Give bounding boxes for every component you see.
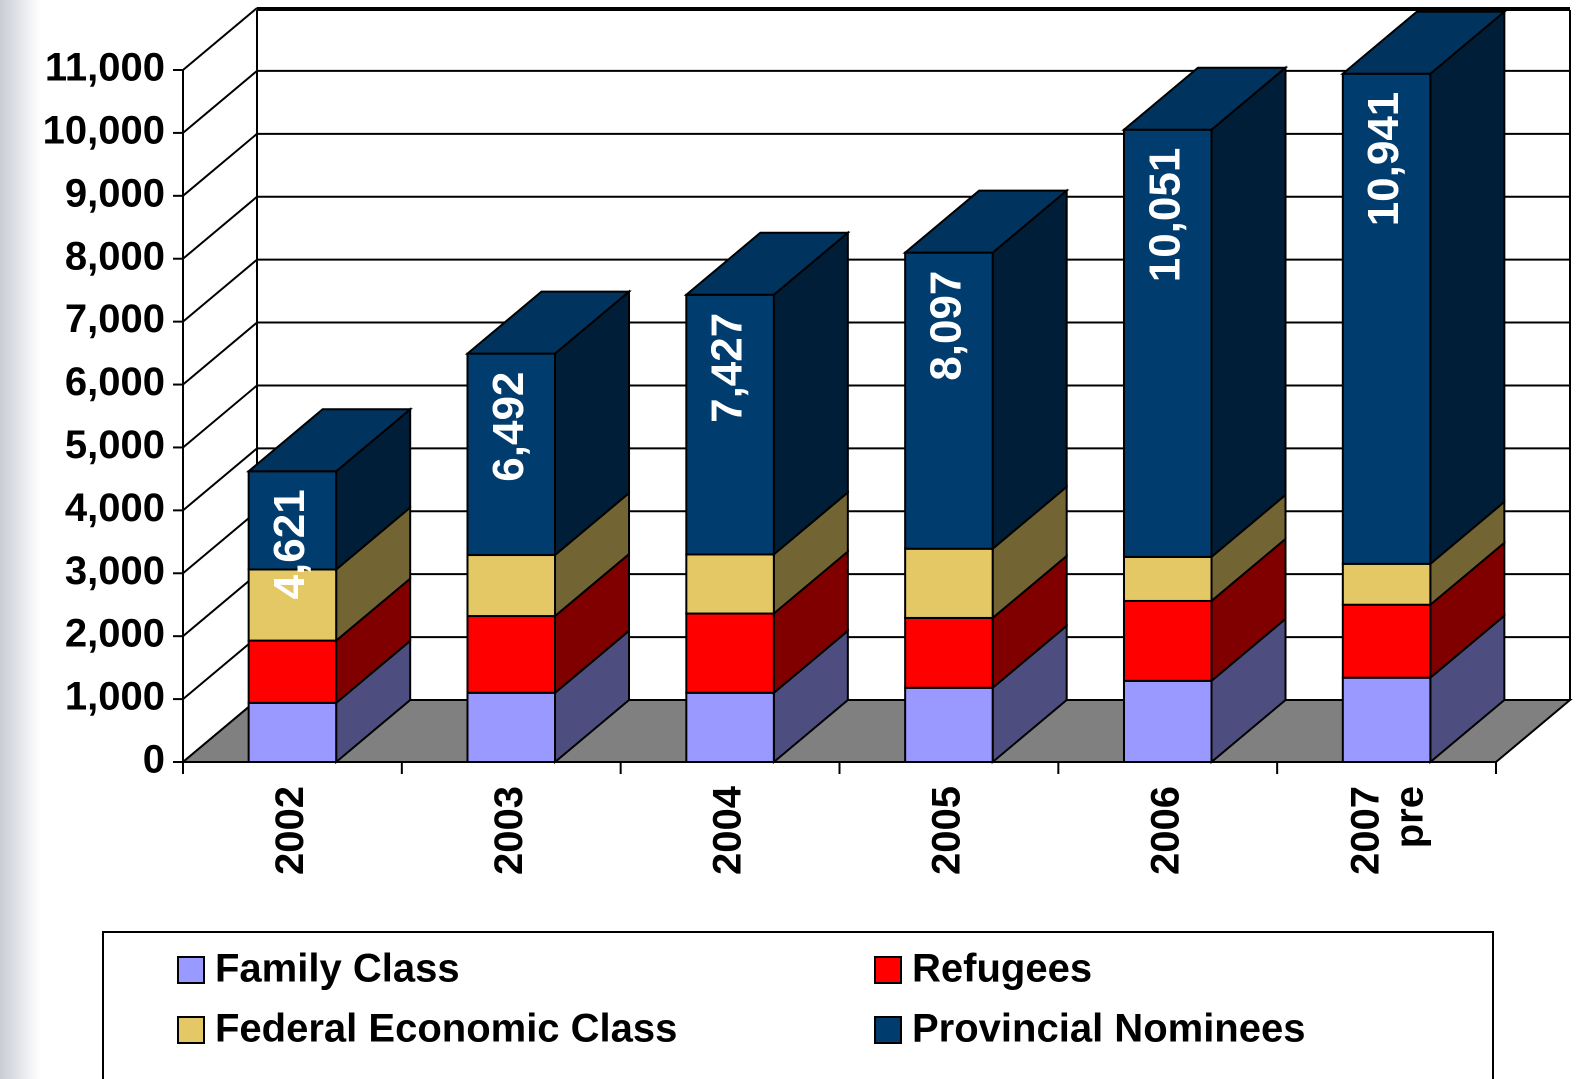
bar: [904, 547, 994, 619]
total-label: 8,097: [922, 271, 971, 381]
grid-line: [182, 195, 258, 260]
bar: [685, 553, 775, 615]
legend-swatch: [177, 1016, 205, 1044]
y-tick-label: 1,000: [65, 675, 165, 719]
bar-top: [464, 290, 632, 355]
x-tick-label: 2004: [706, 785, 750, 875]
x-tick-label: 2006: [1143, 786, 1187, 875]
bar: [1341, 72, 1432, 565]
bar: [904, 686, 994, 763]
bar: [247, 568, 338, 642]
legend-label: Provincial Nominees: [912, 1007, 1305, 1051]
grid-line: [182, 258, 258, 323]
legend-swatch: [177, 956, 205, 984]
bar: [1122, 599, 1213, 682]
bar: [466, 615, 557, 694]
bar: [1341, 603, 1432, 679]
grid-line: [182, 636, 258, 700]
y-tick-label: 10,000: [43, 108, 165, 152]
bar-top: [902, 189, 1070, 254]
legend-swatch: [874, 956, 902, 984]
y-tick-label: 5,000: [65, 423, 165, 467]
bar-top: [245, 408, 413, 473]
y-tick-label: 0: [143, 738, 165, 782]
total-label: 4,621: [265, 489, 314, 599]
y-tick-label: 2,000: [65, 612, 165, 656]
bar: [904, 251, 994, 550]
total-label: 10,051: [1140, 148, 1189, 283]
bar: [1341, 676, 1432, 764]
bar: [1341, 562, 1432, 606]
y-tick-label: 3,000: [65, 549, 165, 593]
legend-box: [102, 931, 1494, 1079]
y-tick-label: 7,000: [65, 297, 165, 341]
legend-label: Federal Economic Class: [215, 1007, 677, 1051]
bar: [466, 691, 557, 763]
bar-top: [1340, 10, 1508, 75]
bar: [247, 470, 338, 571]
x-tick-label: 2007pre: [1344, 786, 1432, 875]
bar: [685, 612, 775, 694]
grid-line: [182, 70, 258, 134]
y-tick-label: 6,000: [65, 360, 165, 404]
bar-top: [683, 231, 851, 296]
y-tick-label: 8,000: [65, 234, 165, 278]
bar: [247, 639, 338, 704]
bar: [1122, 128, 1213, 558]
bar: [247, 701, 338, 764]
bar-side: [1429, 9, 1506, 566]
y-tick-label: 4,000: [65, 486, 165, 530]
legend-swatch: [874, 1016, 902, 1044]
total-label: 10,941: [1359, 92, 1408, 227]
bar: [685, 293, 775, 556]
total-label: 7,427: [703, 313, 752, 423]
bar-top: [1121, 66, 1289, 131]
y-tick-label: 11,000: [45, 46, 165, 90]
bar: [685, 691, 775, 763]
bar: [466, 554, 557, 618]
grid-line: [182, 7, 258, 71]
grid-line: [182, 510, 258, 575]
x-tick-label: 2003: [487, 786, 531, 875]
bar-side: [1210, 65, 1287, 560]
grid-line: [182, 573, 258, 637]
grid-line: [182, 384, 258, 449]
x-tick-label: 2005: [924, 786, 968, 875]
y-tick-label: 9,000: [65, 171, 165, 215]
bar: [466, 352, 557, 557]
bar: [1122, 679, 1213, 764]
legend-label: Family Class: [215, 947, 460, 991]
grid-line: [182, 133, 258, 197]
grid-line: [182, 321, 258, 386]
x-tick-label: 2002: [268, 786, 312, 875]
legend-label: Refugees: [912, 947, 1092, 991]
total-label: 6,492: [484, 372, 533, 482]
grid-line: [182, 447, 258, 512]
bar: [904, 616, 994, 689]
bar: [1122, 555, 1213, 602]
